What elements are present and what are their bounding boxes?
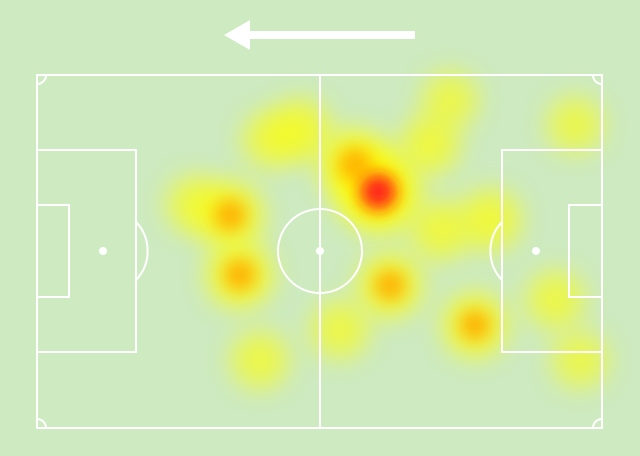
heat-spot [311,301,369,359]
heatmap-layer [166,72,608,389]
center-circle [277,208,363,294]
heat-spot [214,199,247,232]
right-goal-area [568,204,603,298]
heat-spot [166,176,224,234]
heat-spot [552,332,608,388]
left-penalty-spot [99,247,107,255]
heat-spot [374,269,406,301]
direction-arrow-icon [224,20,415,50]
center-spot [316,247,324,255]
corner-arc [592,418,603,429]
right-penalty-arc [489,221,503,281]
left-goal-area [36,204,70,298]
heat-spot [459,309,491,341]
heat-spot [362,175,395,208]
heat-spot [338,147,373,182]
corner-arc [592,74,603,85]
heat-spot [223,258,256,291]
heat-spot [547,97,603,153]
heat-spot [410,201,470,260]
right-penalty-spot [532,247,540,255]
heat-spot [242,112,298,168]
heat-spot [459,189,521,250]
pitch-lines [36,74,603,429]
left-penalty-arc [135,221,149,281]
heat-spot [231,331,289,389]
heat-spot [422,72,478,128]
heat-spot [526,271,584,329]
corner-arc [36,418,47,429]
heat-spot [400,115,460,175]
corner-arc [36,74,47,85]
